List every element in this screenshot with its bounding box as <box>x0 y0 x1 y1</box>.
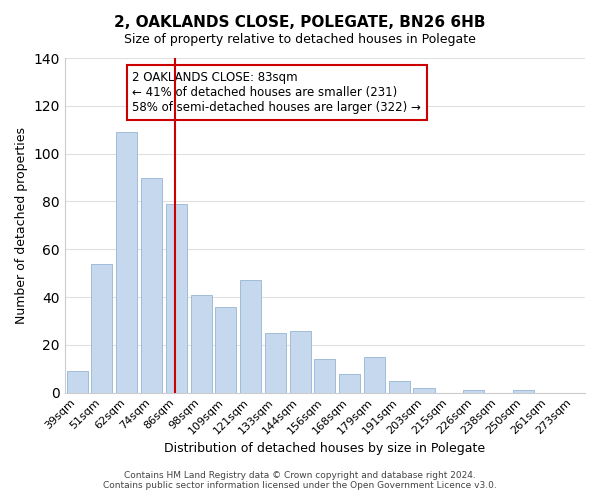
Bar <box>240 280 261 392</box>
Bar <box>413 388 434 392</box>
Text: Size of property relative to detached houses in Polegate: Size of property relative to detached ho… <box>124 32 476 46</box>
Bar <box>364 357 385 392</box>
Bar <box>314 359 335 392</box>
Bar <box>141 178 162 392</box>
Bar <box>116 132 137 392</box>
Bar <box>67 371 88 392</box>
Bar <box>166 204 187 392</box>
Bar <box>191 294 212 392</box>
Text: Contains HM Land Registry data © Crown copyright and database right 2024.
Contai: Contains HM Land Registry data © Crown c… <box>103 470 497 490</box>
Text: 2, OAKLANDS CLOSE, POLEGATE, BN26 6HB: 2, OAKLANDS CLOSE, POLEGATE, BN26 6HB <box>114 15 486 30</box>
Bar <box>215 306 236 392</box>
Bar <box>512 390 533 392</box>
Bar <box>463 390 484 392</box>
Bar <box>91 264 112 392</box>
Bar <box>389 380 410 392</box>
Text: 2 OAKLANDS CLOSE: 83sqm
← 41% of detached houses are smaller (231)
58% of semi-d: 2 OAKLANDS CLOSE: 83sqm ← 41% of detache… <box>133 72 421 114</box>
X-axis label: Distribution of detached houses by size in Polegate: Distribution of detached houses by size … <box>164 442 485 455</box>
Y-axis label: Number of detached properties: Number of detached properties <box>15 127 28 324</box>
Bar <box>339 374 360 392</box>
Bar <box>265 333 286 392</box>
Bar <box>290 330 311 392</box>
